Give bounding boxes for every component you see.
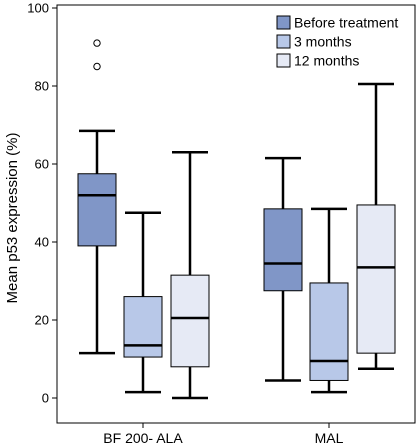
y-axis-label: Mean p53 expression (%) bbox=[4, 133, 21, 304]
legend-label: Before treatment bbox=[294, 15, 398, 31]
legend-swatch bbox=[276, 53, 291, 68]
box-group bbox=[309, 207, 349, 394]
box-group bbox=[77, 39, 117, 355]
legend-swatch bbox=[276, 34, 291, 49]
box-series bbox=[77, 39, 396, 400]
box-group bbox=[263, 156, 303, 382]
x-category-label: MAL bbox=[315, 430, 344, 445]
y-tick-label: 100 bbox=[27, 1, 49, 16]
y-tick-label: 40 bbox=[35, 235, 49, 250]
legend: Before treatment 3 months 12 months bbox=[276, 15, 398, 69]
box-group bbox=[170, 151, 210, 400]
x-axis-ticks: BF 200- ALA MAL bbox=[103, 423, 344, 445]
iqr-box bbox=[123, 296, 163, 358]
x-category-label: BF 200- ALA bbox=[103, 430, 183, 445]
iqr-box bbox=[356, 204, 396, 354]
box-group bbox=[123, 211, 163, 394]
box-group bbox=[356, 82, 396, 370]
legend-label: 12 months bbox=[294, 53, 359, 69]
outlier-point bbox=[93, 39, 101, 47]
y-tick-label: 20 bbox=[35, 313, 49, 328]
legend-swatch bbox=[276, 15, 291, 30]
y-tick-label: 0 bbox=[42, 391, 49, 406]
legend-label: 3 months bbox=[294, 34, 352, 50]
iqr-box bbox=[77, 173, 117, 247]
outlier-point bbox=[93, 62, 101, 71]
iqr-box bbox=[170, 274, 210, 368]
y-tick-label: 80 bbox=[35, 79, 49, 94]
y-tick-label: 60 bbox=[35, 157, 49, 172]
y-axis-ticks: 0 20 40 60 80 100 bbox=[27, 1, 57, 406]
iqr-box bbox=[263, 208, 303, 292]
plot-frame bbox=[56, 4, 416, 424]
iqr-box bbox=[309, 282, 349, 381]
